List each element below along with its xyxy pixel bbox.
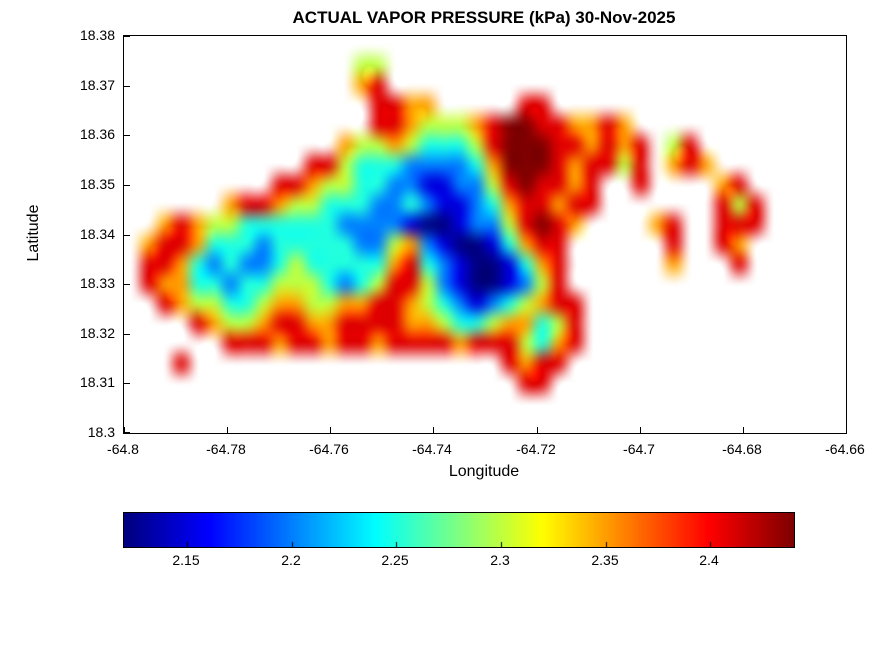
x-tick-mark <box>227 427 228 433</box>
x-tick-mark <box>124 427 125 433</box>
y-tick-mark <box>124 432 130 433</box>
plot-area <box>123 35 847 434</box>
colorbar-canvas <box>124 513 794 547</box>
colorbar-tick-label: 2.25 <box>381 552 409 568</box>
y-tick-mark <box>124 86 130 87</box>
y-tick-mark <box>124 383 130 384</box>
y-tick-label: 18.3 <box>87 424 115 440</box>
colorbar-tick-label: 2.3 <box>490 552 510 568</box>
y-tick-label: 18.37 <box>79 77 115 93</box>
x-tick-mark <box>640 427 641 433</box>
y-tick-mark <box>124 36 130 37</box>
x-tick-mark <box>743 427 744 433</box>
y-tick-mark <box>124 185 130 186</box>
y-tick-label: 18.31 <box>79 374 115 390</box>
x-tick-mark <box>330 427 331 433</box>
heatmap-canvas <box>124 36 846 433</box>
chart-title: ACTUAL VAPOR PRESSURE (kPa) 30-Nov-2025 <box>292 8 676 27</box>
x-axis-label: Longitude <box>448 463 520 480</box>
y-tick-label: 18.38 <box>79 27 115 43</box>
y-tick-mark <box>124 135 130 136</box>
y-tick-label: 18.33 <box>79 275 115 291</box>
x-tick-mark <box>846 427 847 433</box>
y-tick-mark <box>124 284 130 285</box>
x-tick-label: -64.76 <box>309 441 349 457</box>
colorbar-tick-label: 2.15 <box>172 552 200 568</box>
x-tick-label: -64.8 <box>107 441 139 457</box>
colorbar-tick-label: 2.35 <box>591 552 619 568</box>
y-tick-label: 18.35 <box>79 176 115 192</box>
x-tick-mark <box>433 427 434 433</box>
x-tick-label: -64.74 <box>412 441 452 457</box>
x-tick-mark <box>537 427 538 433</box>
y-tick-mark <box>124 334 130 335</box>
x-tick-label: -64.72 <box>516 441 556 457</box>
colorbar-tick-label: 2.2 <box>281 552 301 568</box>
x-tick-label: -64.66 <box>825 441 865 457</box>
x-tick-label: -64.7 <box>623 441 655 457</box>
y-tick-mark <box>124 235 130 236</box>
y-tick-label: 18.36 <box>79 126 115 142</box>
x-tick-label: -64.78 <box>206 441 246 457</box>
y-tick-label: 18.34 <box>79 226 115 242</box>
x-tick-label: -64.68 <box>722 441 762 457</box>
y-tick-label: 18.32 <box>79 325 115 341</box>
colorbar <box>123 512 795 548</box>
colorbar-tick-label: 2.4 <box>699 552 719 568</box>
